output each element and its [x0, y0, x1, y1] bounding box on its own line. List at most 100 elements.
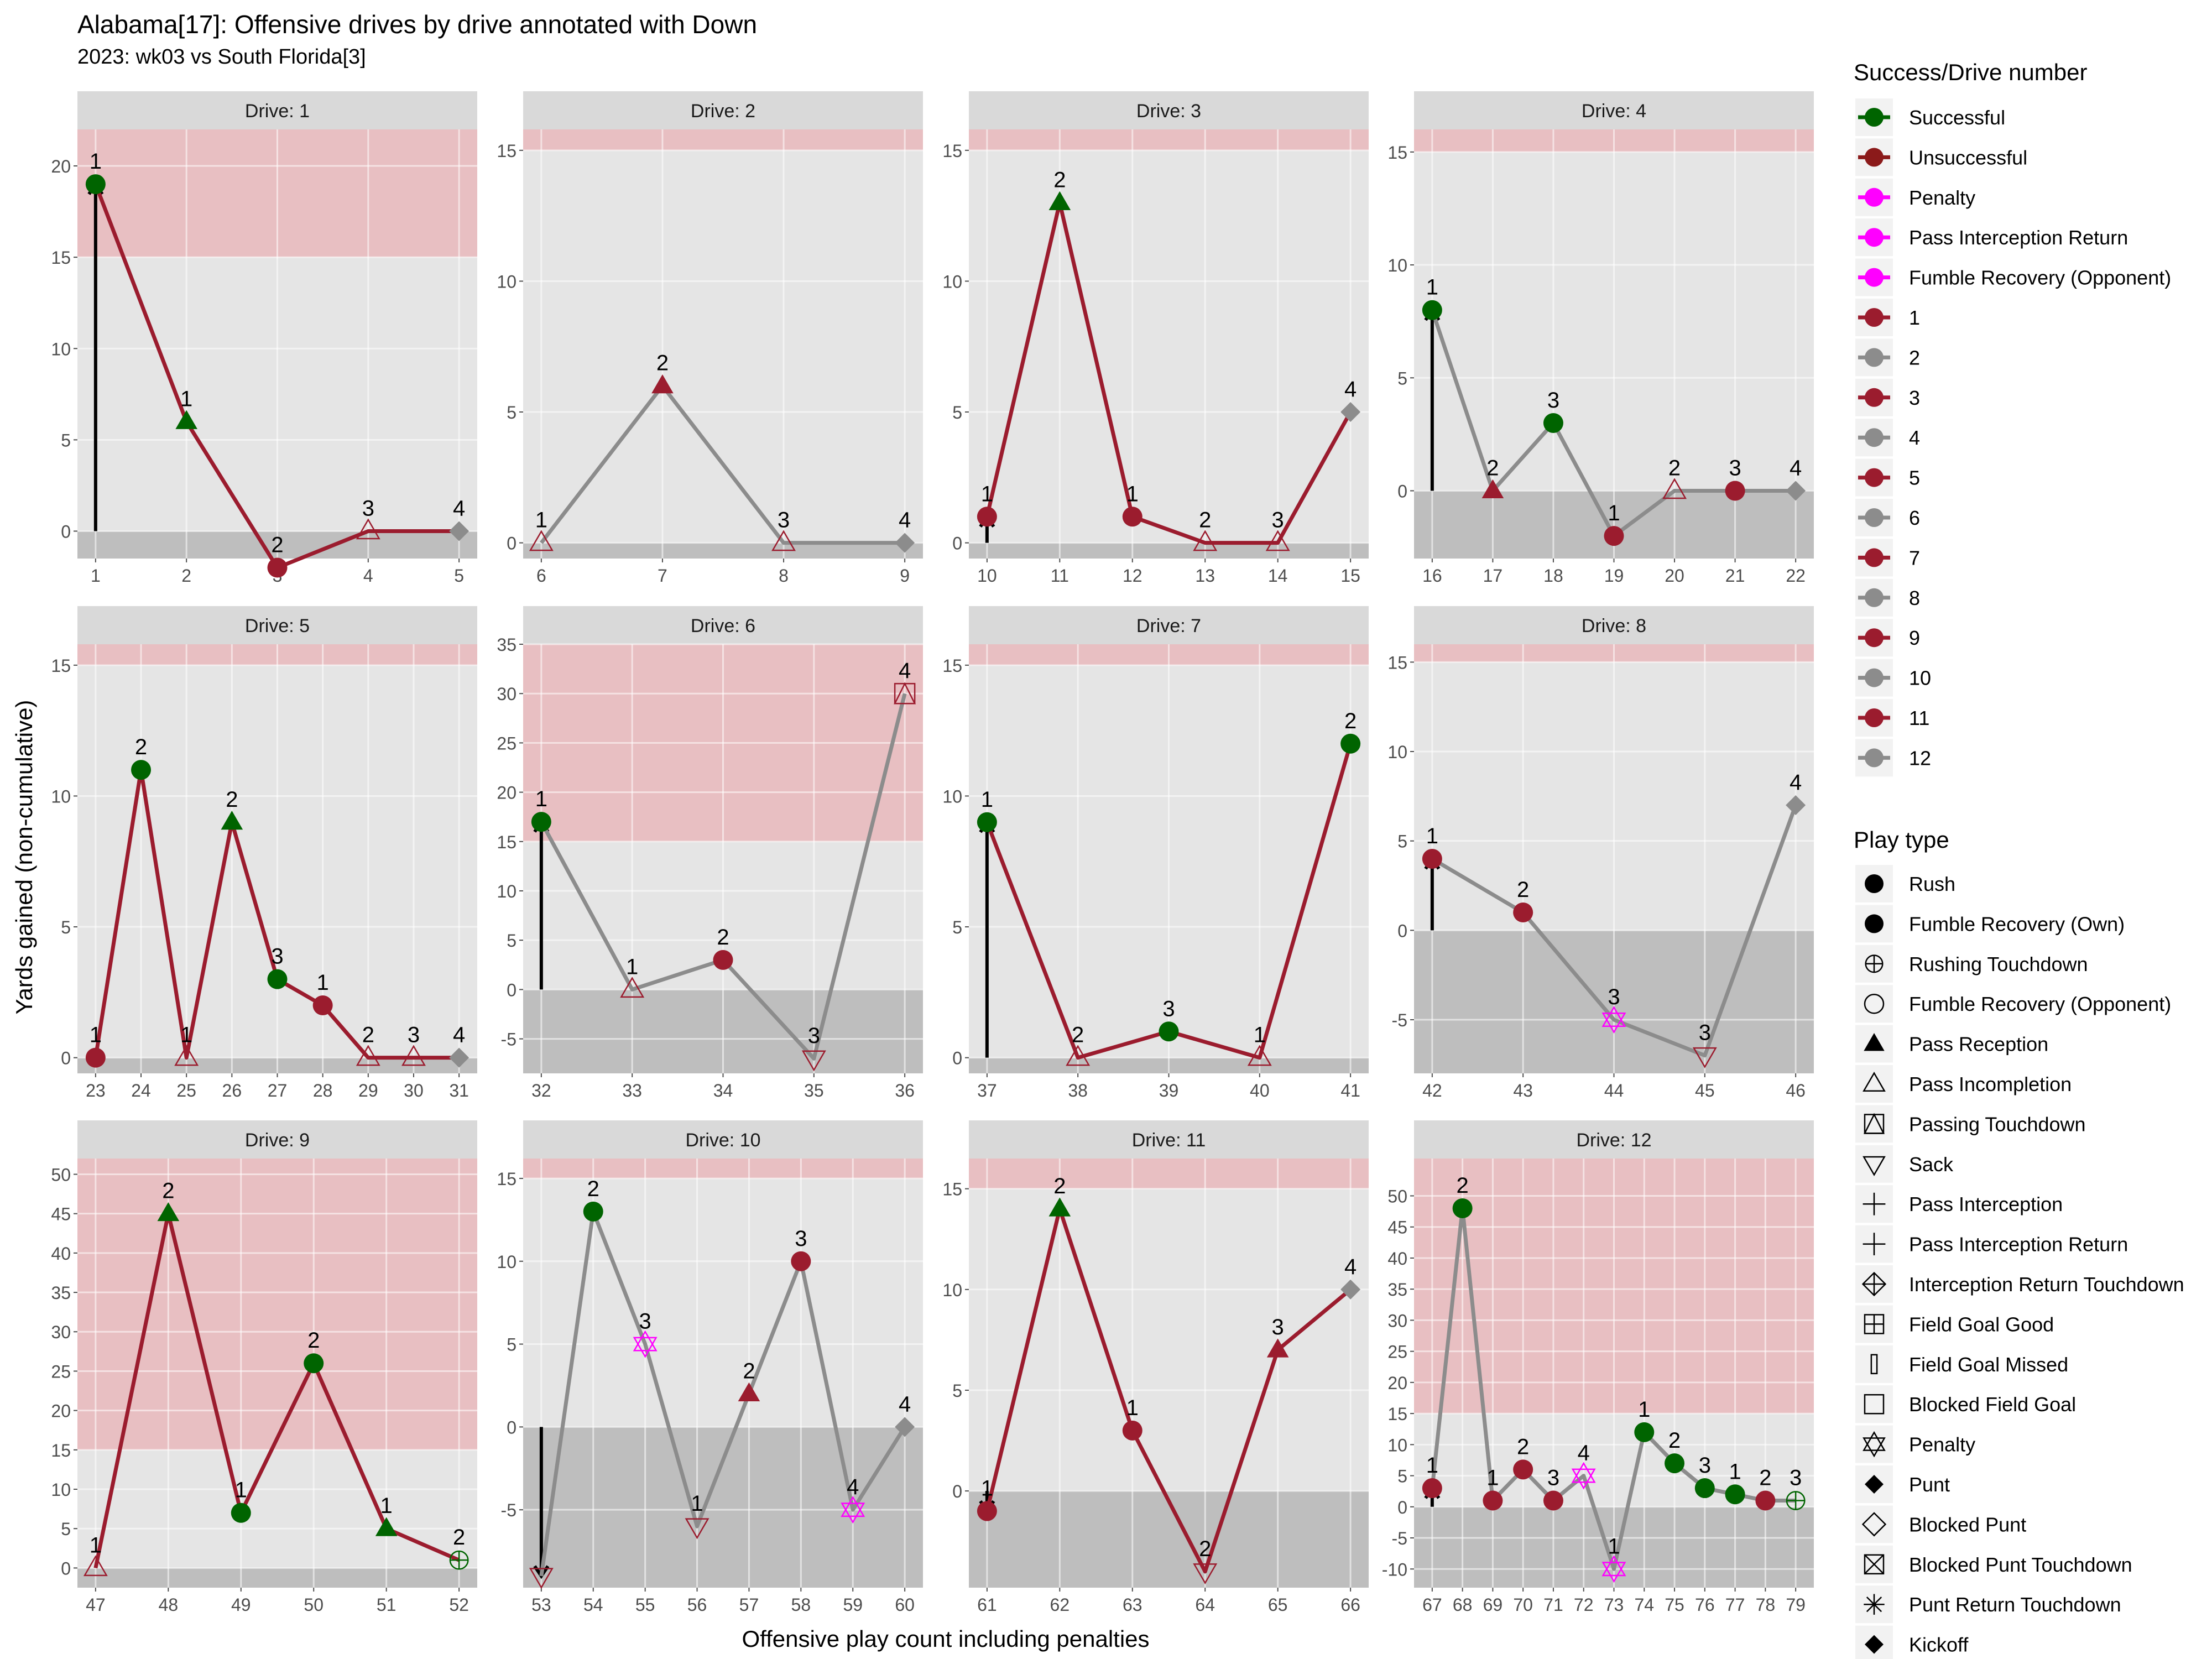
x-tick-label: 36: [895, 1081, 915, 1100]
x-tick-label: 77: [1725, 1595, 1745, 1615]
down-label: 2: [743, 1359, 755, 1383]
x-tick-label: 20: [1665, 566, 1684, 586]
legend-playtype-item: Rush: [1855, 865, 1955, 902]
legend-key-shape-square-open: [1864, 1394, 1885, 1415]
legend-key-dot: [1865, 628, 1884, 648]
legend-success-item: Pass Interception Return: [1855, 218, 2128, 257]
down-label: 3: [639, 1310, 651, 1334]
data-point-circle-filled: [1452, 1198, 1473, 1218]
data-point-circle-filled: [1340, 733, 1361, 754]
data-point-diamond-filled: [1340, 1279, 1361, 1300]
marker-triangle-down: [685, 1518, 709, 1540]
legend-playtype-item: Sack: [1855, 1145, 1954, 1183]
legend-success-label: 4: [1909, 426, 1920, 449]
legend-playtype-item: Field Goal Missed: [1855, 1345, 2068, 1383]
legend-playtype-item: Blocked Field Goal: [1855, 1385, 2076, 1423]
y-tick-label: 15: [497, 1169, 517, 1189]
data-point-triangle-open: [401, 1045, 426, 1066]
legend-key-dot: [1865, 748, 1884, 768]
y-tick-label: 10: [1387, 742, 1407, 762]
down-label: 3: [1547, 1466, 1559, 1490]
legend-playtype-item: Passing Touchdown: [1855, 1105, 2086, 1143]
marker-triangle-open: [529, 530, 554, 551]
y-tick-label: 0: [507, 534, 517, 554]
y-tick-label: -5: [501, 1030, 517, 1050]
legend-success-item: 3: [1855, 378, 1920, 416]
down-label: 3: [1547, 388, 1559, 413]
x-tick-label: 34: [713, 1081, 733, 1100]
facet-strip: [1414, 606, 1814, 644]
down-label: 2: [226, 787, 238, 812]
y-tick-label: 0: [952, 1481, 962, 1501]
x-tick-label: 71: [1543, 1595, 1563, 1615]
data-point-circle-filled: [1543, 413, 1563, 433]
marker-diamond: [1786, 481, 1806, 501]
data-point-circle-plus: [1786, 1491, 1806, 1511]
data-point-star-david: [1571, 1462, 1596, 1490]
y-tick-label: -5: [501, 1500, 517, 1520]
down-label: 1: [90, 149, 102, 174]
data-point-triangle-open: [1247, 1045, 1272, 1066]
down-label: 1: [317, 971, 329, 995]
down-label: 3: [795, 1227, 807, 1251]
data-point-triangle-open: [174, 1045, 199, 1066]
y-tick-label: 25: [497, 733, 517, 753]
marker-triangle: [1864, 1033, 1885, 1051]
legend-success-item: Unsuccessful: [1855, 138, 2027, 176]
y-tick-label: 25: [1387, 1342, 1407, 1362]
legend-key-shape-square-x: [1864, 1554, 1885, 1575]
legend-success-item: 9: [1855, 619, 1920, 657]
x-tick-label: 72: [1574, 1595, 1594, 1615]
down-label: 2: [656, 351, 669, 375]
marker-triangle-open: [1066, 1045, 1091, 1066]
legend-playtype-label: Fumble Recovery (Own): [1909, 912, 2125, 935]
legend-success-label: Penalty: [1909, 186, 1975, 209]
data-point-triangle-open: [1265, 530, 1290, 551]
marker-circle: [1604, 526, 1624, 546]
legend-playtype-item: Blocked Punt Touchdown: [1855, 1545, 2132, 1583]
legend-success-item: 4: [1855, 419, 1920, 457]
y-tick-label: 10: [942, 272, 962, 291]
legend-playtype-item: Field Goal Good: [1855, 1305, 2054, 1343]
down-label: 2: [1486, 456, 1499, 480]
legend-key-shape-diamond-filled: [1865, 1635, 1884, 1654]
down-label: 4: [899, 508, 911, 533]
down-label: 4: [847, 1475, 859, 1499]
big-play-zone: [969, 129, 1369, 150]
x-tick-label: 65: [1268, 1595, 1288, 1615]
data-point-star-david: [1601, 1006, 1626, 1034]
facet-panels: Drive: 1051015201234511234Drive: 2051015…: [51, 91, 1814, 1615]
marker-circle: [531, 812, 551, 832]
drive-series-line: [1431, 804, 1798, 1058]
y-tick-label: 30: [51, 1322, 71, 1342]
marker-triangle: [221, 811, 243, 830]
legend-key-shape-diamond-open: [1861, 1512, 1887, 1537]
facet-panel-drive-2: Drive: 2 0 5 10 15 6 7 8 9 1 2 3 4: [497, 91, 923, 586]
down-label: 1: [981, 1477, 993, 1501]
x-tick-label: 55: [635, 1595, 655, 1615]
down-label: 1: [180, 1023, 192, 1047]
data-point-circle-filled: [1513, 1459, 1533, 1480]
down-label: 2: [1199, 508, 1211, 533]
marker-tri-down: [841, 1503, 865, 1524]
legend-playtype-label: Fumble Recovery (Opponent): [1909, 993, 2171, 1015]
legend-success-item: 12: [1855, 739, 1931, 777]
down-label: 4: [453, 1023, 465, 1047]
marker-triangle: [1266, 1338, 1289, 1358]
y-tick-label: 20: [497, 783, 517, 803]
data-point-circle-filled: [267, 969, 288, 989]
x-tick-label: 43: [1513, 1081, 1533, 1100]
down-label: 4: [1578, 1441, 1590, 1465]
marker-tri-up: [841, 1496, 865, 1517]
x-tick-label: 70: [1513, 1595, 1533, 1615]
y-tick-label: 15: [1387, 143, 1407, 163]
legend-key-shape-triangle-open: [1863, 1071, 1886, 1092]
data-point-circle-filled: [1725, 481, 1745, 501]
data-point-triangle-open: [1066, 1045, 1091, 1066]
y-tick-label: 0: [507, 1417, 517, 1437]
legend-playtype-item: Fumble Recovery (Own): [1855, 905, 2125, 943]
down-label: 2: [1072, 1023, 1084, 1047]
legend-playtype-title: Play type: [1854, 827, 1949, 853]
x-tick-label: 23: [86, 1081, 106, 1100]
x-tick-label: 74: [1634, 1595, 1654, 1615]
